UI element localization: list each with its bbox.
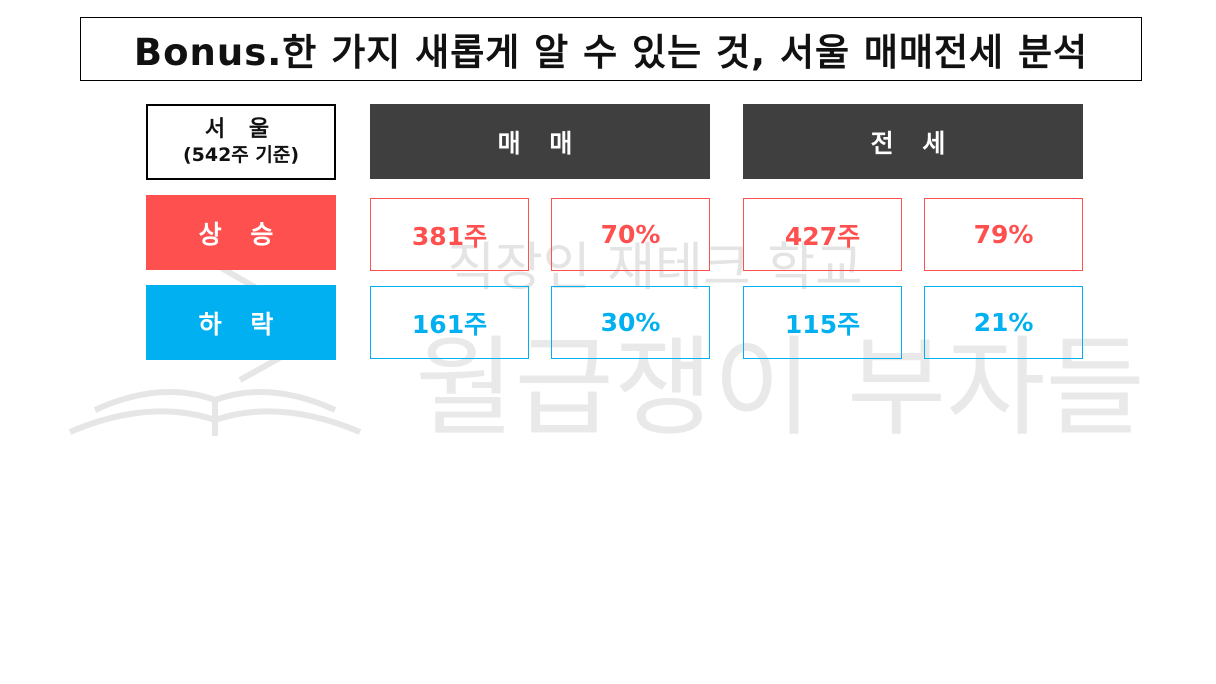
row-header-down: 하 락 xyxy=(146,285,336,360)
table-corner-header: 서 울 (542주 기준) xyxy=(146,104,336,180)
corner-label-region: 서 울 xyxy=(205,117,277,143)
row-header-up: 상 승 xyxy=(146,195,336,270)
column-header-maemae: 매 매 xyxy=(370,104,710,179)
cell-down-maemae-pct: 30% xyxy=(551,286,710,359)
cell-down-jeonse-count: 115주 xyxy=(743,286,902,359)
corner-label-basis: (542주 기준) xyxy=(183,143,299,167)
column-header-jeonse: 전 세 xyxy=(743,104,1083,179)
page-title: Bonus.한 가지 새롭게 알 수 있는 것, 서울 매매전세 분석 xyxy=(80,17,1142,81)
cell-down-maemae-count: 161주 xyxy=(370,286,529,359)
cell-up-jeonse-count: 427주 xyxy=(743,198,902,271)
cell-down-jeonse-pct: 21% xyxy=(924,286,1083,359)
cell-up-jeonse-pct: 79% xyxy=(924,198,1083,271)
cell-up-maemae-count: 381주 xyxy=(370,198,529,271)
cell-up-maemae-pct: 70% xyxy=(551,198,710,271)
